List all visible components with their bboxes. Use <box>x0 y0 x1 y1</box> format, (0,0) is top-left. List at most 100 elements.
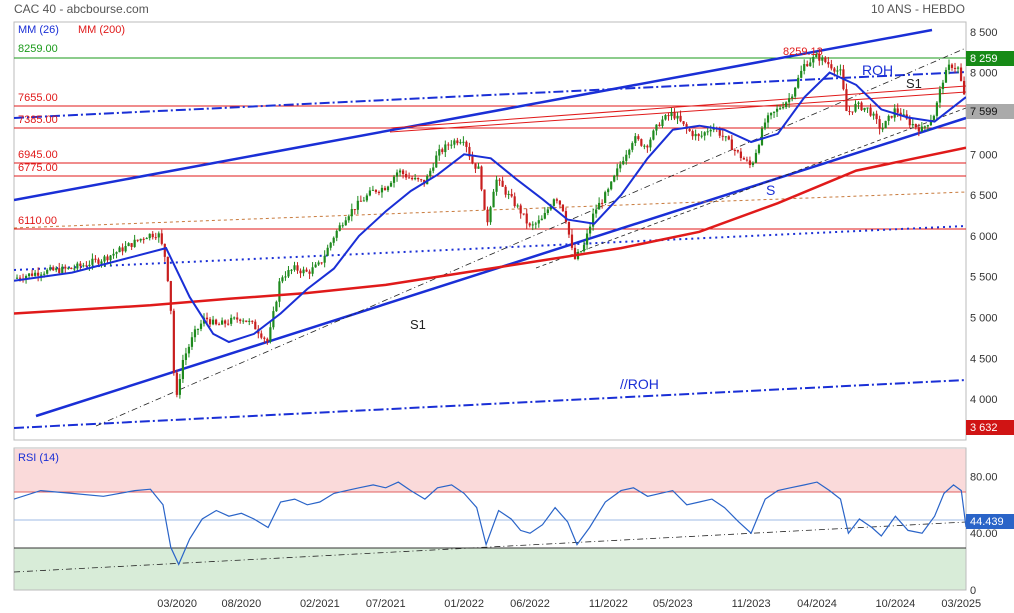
candle-body <box>46 269 49 274</box>
candle-body <box>769 112 773 116</box>
candle-body <box>821 57 824 61</box>
candle-body <box>187 346 191 354</box>
candle-body <box>679 115 682 122</box>
candle-body <box>818 53 821 61</box>
candle-body <box>172 310 175 373</box>
legend-ma26: MM (26) <box>18 24 59 36</box>
x-tick-label: 03/2025 <box>941 598 981 610</box>
candle-body <box>634 136 637 144</box>
candle-body <box>133 239 136 247</box>
candle-body <box>782 107 785 109</box>
candle-body <box>806 64 809 67</box>
candle-body <box>628 149 631 155</box>
candle-body <box>803 64 806 71</box>
annotation-s: S <box>766 182 775 198</box>
candle-body <box>341 225 344 227</box>
candle-body <box>471 156 474 164</box>
roh-parallel-line <box>14 379 966 429</box>
candle-body <box>911 124 914 126</box>
candle-body <box>432 167 435 171</box>
candle-body <box>474 163 477 169</box>
candle-body <box>616 168 619 176</box>
candle-body <box>501 180 504 187</box>
candle-body <box>935 102 939 116</box>
candle-body <box>785 102 788 108</box>
candle-body <box>573 247 577 259</box>
candle-body <box>610 181 613 190</box>
main-panel <box>13 21 967 441</box>
candle-body <box>245 320 248 322</box>
badge-last-text: 7 599 <box>970 106 998 118</box>
candle-body <box>145 238 148 240</box>
candle-body <box>809 62 812 67</box>
candle-body <box>73 268 76 270</box>
candle-body <box>757 145 761 153</box>
candle-body <box>561 204 565 212</box>
candle-body <box>251 320 254 322</box>
candle-body <box>736 150 739 152</box>
candle-body <box>661 119 664 127</box>
candle-body <box>745 159 749 161</box>
candle-body <box>700 135 703 137</box>
level-label-7385: 7385.00 <box>18 114 58 126</box>
candle-body <box>233 317 236 319</box>
candle-body <box>221 320 224 325</box>
candle-body <box>778 108 782 110</box>
candle-body <box>664 115 667 120</box>
badge-low: 3 632 <box>966 420 1014 435</box>
candle-body <box>166 256 169 282</box>
candle-body <box>682 121 685 125</box>
candle-body <box>55 268 58 271</box>
candle-body <box>944 69 948 83</box>
rsi-trend-line <box>14 521 966 573</box>
candle-body <box>582 244 586 252</box>
candle-body <box>254 321 257 330</box>
candle-body <box>507 193 510 195</box>
candle-body <box>383 187 387 191</box>
candle-body <box>308 271 311 274</box>
y-tick-label: 7 000 <box>970 149 998 161</box>
candle-body <box>175 372 178 395</box>
candle-body <box>788 98 791 103</box>
candle-body <box>604 192 607 204</box>
candle-body <box>30 273 34 276</box>
x-tick-label: 08/2020 <box>222 598 262 610</box>
x-tick-label: 03/2020 <box>157 598 197 610</box>
candle-body <box>706 131 709 133</box>
candle-body <box>420 179 423 181</box>
candle-body <box>208 319 212 325</box>
candle-body <box>296 265 299 271</box>
candle-body <box>791 96 794 99</box>
candle-body <box>305 269 308 272</box>
candle-body <box>205 317 209 320</box>
candle-body <box>392 176 396 183</box>
candle-body <box>622 160 625 165</box>
candle-body <box>211 319 215 325</box>
candle-body <box>444 144 447 153</box>
candle-body <box>465 141 468 147</box>
candle-body <box>920 126 923 132</box>
candle-body <box>929 120 932 126</box>
candle-body <box>139 238 142 241</box>
candle-body <box>106 256 109 261</box>
candle-body <box>763 122 767 129</box>
candle-body <box>27 273 31 277</box>
candle-body <box>160 233 163 244</box>
candle-body <box>595 209 598 214</box>
candle-body <box>839 69 842 71</box>
x-axis-ticks: 03/2020 08/2020 02/2021 07/2021 01/2022 06/20… <box>157 598 981 610</box>
candle-body <box>766 115 770 123</box>
candle-body <box>486 209 489 223</box>
candle-body <box>404 173 408 178</box>
candle-body <box>154 237 157 239</box>
candle-body <box>362 200 365 202</box>
candle-body <box>875 113 878 120</box>
candle-body <box>112 253 115 256</box>
candle-body <box>389 182 393 187</box>
badge-rsi: 44.439 <box>966 514 1014 529</box>
candle-body <box>287 270 290 277</box>
upper-channel-line <box>14 28 933 202</box>
candle-body <box>887 115 890 121</box>
candle-body <box>555 199 558 201</box>
